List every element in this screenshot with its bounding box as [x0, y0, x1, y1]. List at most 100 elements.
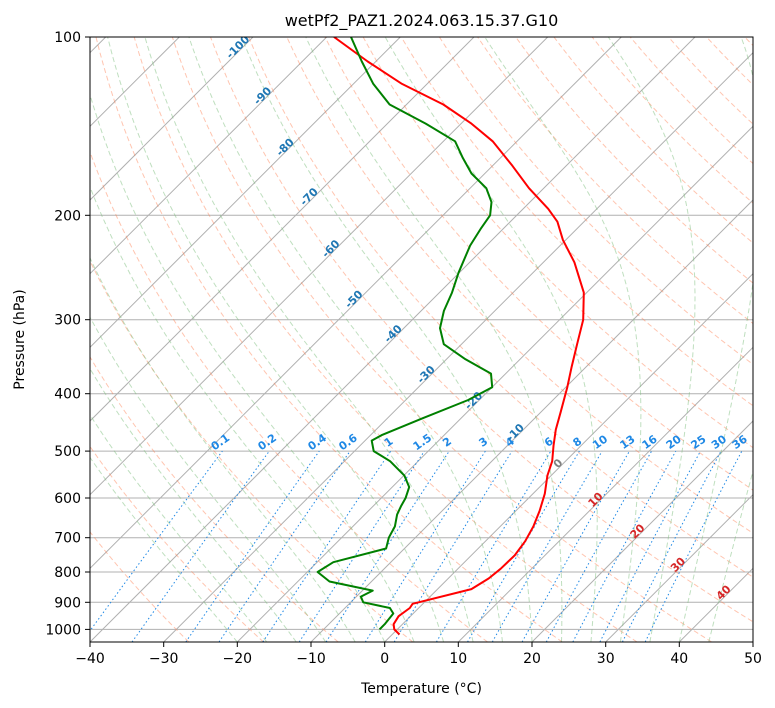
dry-adiabat	[171, 37, 712, 642]
mixing-ratio-line	[521, 450, 630, 642]
x-tick-label: 20	[523, 651, 541, 667]
mixing-ratio-label: 1.5	[411, 431, 434, 453]
isotherm-label: 10	[586, 490, 606, 510]
isotherm-label: -60	[319, 237, 342, 260]
moist-adiabat	[384, 37, 598, 642]
dry-adiabat	[744, 37, 753, 47]
mixing-ratio-line	[393, 450, 513, 642]
mixing-ratio-line	[218, 450, 351, 642]
y-tick-label: 500	[54, 444, 81, 460]
mixing-ratio-label: 25	[688, 433, 708, 452]
isotherm-label: 40	[714, 582, 734, 602]
isotherm-line	[236, 125, 753, 642]
moist-adiabat	[678, 37, 753, 642]
dry-adiabat	[706, 37, 753, 86]
isotherm-line	[752, 641, 753, 642]
moist-adiabat	[241, 37, 533, 642]
isotherm-label: -50	[342, 288, 365, 311]
dewpoint-profile	[316, 37, 494, 631]
x-tick-label: −20	[223, 651, 253, 667]
x-tick-label: 40	[670, 651, 688, 667]
mixing-ratio-line	[364, 450, 486, 642]
isotherm-line	[310, 199, 753, 642]
isotherm-label: -40	[382, 322, 405, 345]
dry-adiabat	[362, 37, 753, 449]
y-tick-label: 300	[54, 313, 81, 329]
dry-adiabat	[248, 37, 753, 578]
moist-adiabat	[90, 92, 415, 642]
dry-adiabat	[400, 37, 753, 407]
x-tick-label: 10	[449, 651, 467, 667]
x-tick-label: −30	[149, 651, 179, 667]
profile-series	[316, 37, 585, 636]
x-tick-label: 0	[380, 651, 389, 667]
mixing-ratio-label: 0.1	[209, 431, 232, 453]
mixing-ratio-line	[545, 450, 653, 642]
isotherm-line	[605, 493, 753, 642]
mixing-ratio-line	[467, 450, 580, 642]
isotherm-label: -30	[415, 363, 438, 386]
dry-adiabat	[90, 150, 488, 642]
isotherm-line	[90, 37, 696, 642]
dry-adiabat	[90, 531, 190, 642]
mixing-ratio-line	[131, 450, 270, 642]
y-axis-ticks: 1000 900 800 700 600 500 400 300 200 100	[45, 30, 90, 638]
mixing-ratio-label: 16	[640, 432, 660, 452]
moist-adiabat	[90, 367, 297, 642]
isotherm-line	[90, 37, 475, 422]
x-axis-label: Temperature (°C)	[360, 681, 482, 697]
dry-adiabat	[210, 37, 753, 623]
dry-adiabat	[324, 37, 753, 491]
moist-adiabat	[90, 185, 386, 642]
moist-adiabat	[484, 37, 642, 642]
mixing-ratio-label: 36	[730, 432, 750, 452]
mixing-ratio-label: 30	[709, 432, 729, 452]
chart-title: wetPf2_PAZ1.2024.063.15.37.G10	[285, 11, 559, 31]
dry-adiabat	[438, 37, 753, 365]
y-tick-label: 400	[54, 387, 81, 403]
y-axis-label: Pressure (hPa)	[12, 289, 28, 389]
isotherm-label: -70	[298, 185, 321, 208]
dry-adiabat	[668, 37, 753, 125]
dry-adiabat	[553, 37, 753, 244]
isotherm-label: 20	[628, 521, 648, 541]
x-tick-label: −10	[296, 651, 326, 667]
isotherm-label: -80	[274, 135, 297, 158]
isotherm-line	[90, 37, 254, 201]
isotherm-line	[90, 37, 401, 349]
moist-adiabat	[305, 37, 563, 642]
isotherm-line	[384, 272, 753, 642]
y-tick-label: 100	[54, 30, 81, 46]
temperature-profile	[333, 37, 585, 636]
y-tick-label: 200	[54, 208, 81, 224]
isotherm-line	[90, 37, 328, 275]
moist-adiabat	[90, 316, 327, 642]
x-tick-label: 30	[597, 651, 615, 667]
moist-adiabat	[90, 456, 238, 642]
line-labels: 0.1 0.2 0.4 0.6 1 1.5 2 3 4 6 8 10 13 16 20 25 30 36-100-…	[209, 37, 750, 603]
moist-adiabat	[188, 37, 503, 642]
y-tick-label: 600	[54, 491, 81, 507]
mixing-ratio-line	[599, 450, 701, 642]
moist-adiabat	[144, 37, 474, 642]
y-tick-label: 700	[54, 531, 81, 547]
isotherm-line	[90, 37, 622, 570]
y-tick-label: 800	[54, 565, 81, 581]
isotherm-line	[531, 420, 753, 642]
dry-adiabat	[591, 37, 753, 204]
mixing-ratio-line	[90, 450, 223, 632]
isotherm-line	[457, 346, 753, 642]
x-axis-ticks: −40 −30 −20 −10 0 10 20 30 40 50	[75, 642, 762, 667]
dry-adiabat	[90, 259, 414, 642]
moist-adiabat	[607, 37, 696, 642]
mixing-ratio-line	[491, 450, 603, 642]
mixing-ratio-line	[185, 450, 320, 642]
mixing-ratio-label: 0.2	[256, 431, 279, 453]
mixing-ratio-line	[262, 450, 392, 642]
mixing-ratio-label: 20	[664, 432, 684, 452]
x-tick-label: −40	[75, 651, 105, 667]
moist-adiabat	[708, 469, 753, 642]
x-tick-label: 50	[744, 651, 762, 667]
dry-adiabat	[515, 37, 753, 284]
